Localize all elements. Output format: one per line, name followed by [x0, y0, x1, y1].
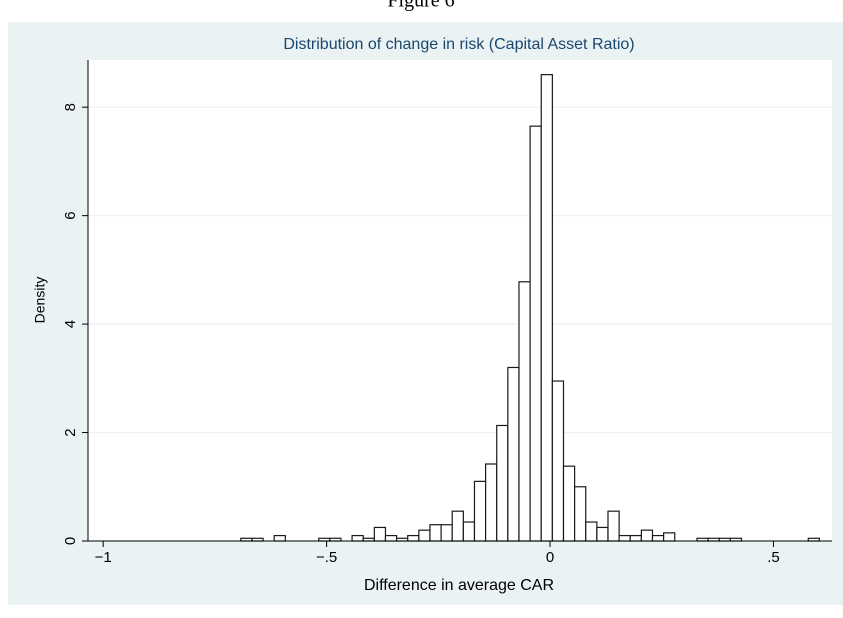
bar [462, 521, 476, 542]
bar [407, 534, 420, 542]
y-tick-label: 6 [62, 211, 79, 219]
bar [473, 480, 487, 542]
plot-region [88, 60, 832, 541]
bar [618, 534, 631, 542]
bar [607, 510, 620, 542]
bar [574, 486, 587, 542]
y-tick-label: 0 [62, 537, 79, 545]
bar [351, 534, 364, 542]
bar [373, 526, 387, 542]
x-tick-label: .5 [767, 549, 780, 566]
bar [585, 521, 598, 542]
bar [273, 534, 286, 542]
bar [529, 125, 542, 542]
chart-title: Distribution of change in risk (Capital … [283, 36, 634, 53]
y-tick-label: 4 [62, 320, 79, 328]
bar [440, 524, 453, 542]
y-tick-label: 8 [62, 103, 79, 111]
bar [540, 74, 553, 542]
bar [663, 532, 676, 542]
bar [451, 510, 464, 542]
bar [518, 281, 531, 542]
bar [629, 534, 642, 542]
y-axis-title: Density [32, 277, 48, 324]
bar [429, 524, 442, 542]
bar [551, 380, 565, 542]
bar [562, 465, 576, 542]
bar [640, 529, 654, 542]
bar [384, 534, 398, 542]
bar [596, 526, 609, 542]
bar [651, 534, 665, 542]
x-tick-label: −1 [95, 549, 112, 566]
x-tick-label: 0 [546, 549, 554, 566]
bar [496, 424, 509, 542]
x-tick-label: −.5 [316, 549, 337, 566]
x-axis-title: Difference in average CAR [364, 577, 554, 594]
bar [507, 366, 520, 542]
y-tick-label: 2 [62, 428, 79, 436]
bar [485, 463, 498, 542]
figure-label: Figure 6 [387, 0, 454, 12]
bar [418, 529, 431, 542]
